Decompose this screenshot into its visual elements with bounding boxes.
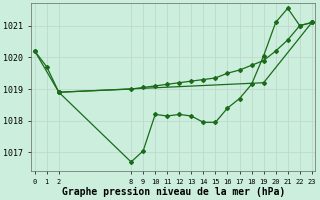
X-axis label: Graphe pression niveau de la mer (hPa): Graphe pression niveau de la mer (hPa) (62, 186, 285, 197)
